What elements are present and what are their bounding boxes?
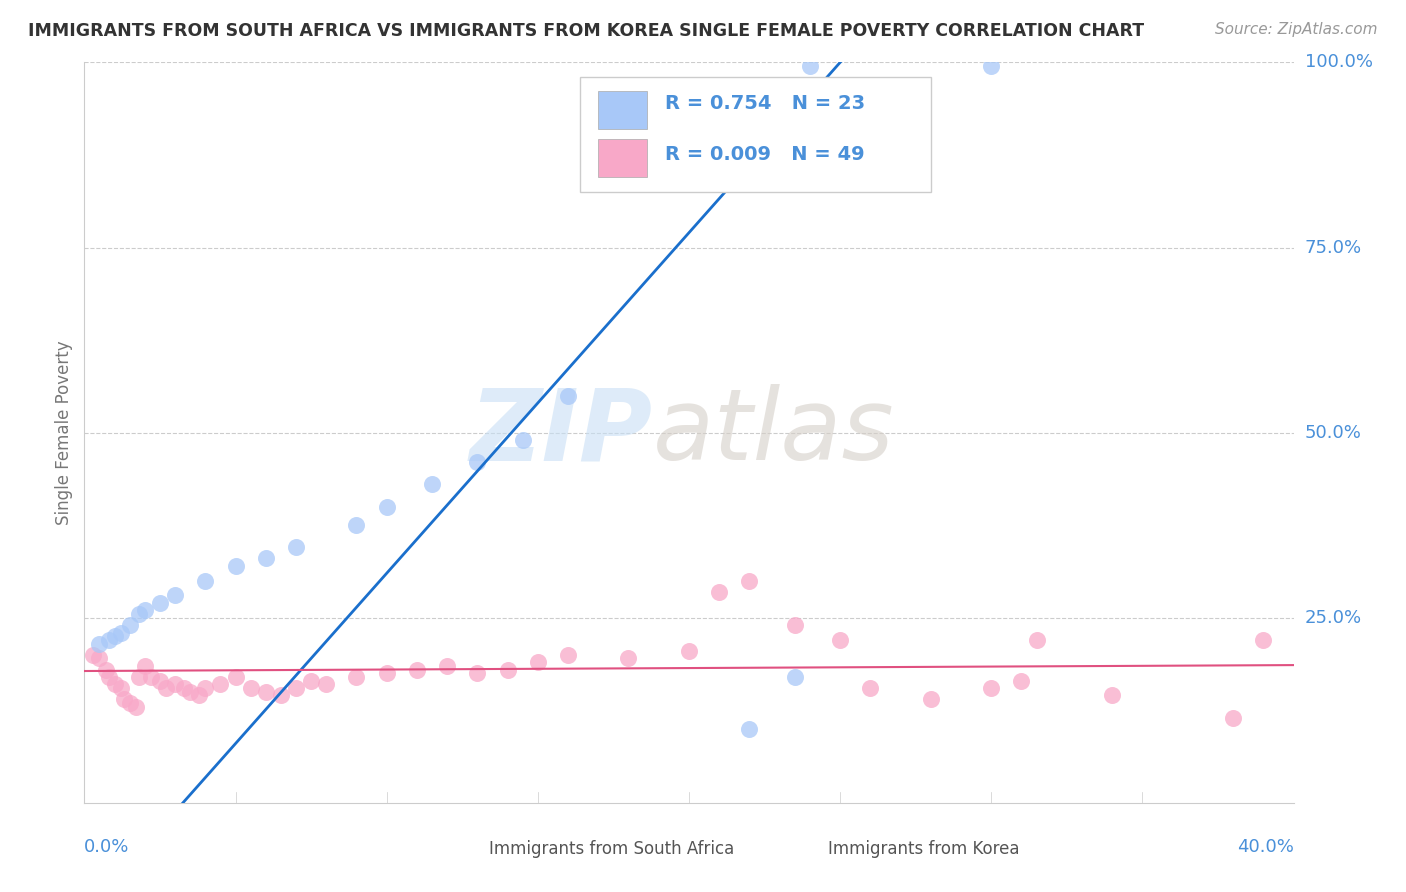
Point bbox=[375, 500, 398, 514]
Point bbox=[128, 670, 150, 684]
Text: 100.0%: 100.0% bbox=[1305, 54, 1372, 71]
Point bbox=[194, 681, 217, 695]
Point bbox=[139, 670, 162, 684]
Point bbox=[194, 574, 217, 588]
Point bbox=[980, 59, 1002, 73]
Point bbox=[128, 607, 150, 621]
Point bbox=[678, 644, 700, 658]
Text: R = 0.754   N = 23: R = 0.754 N = 23 bbox=[665, 94, 865, 112]
Text: ZIP: ZIP bbox=[470, 384, 652, 481]
Point bbox=[527, 655, 550, 669]
Point bbox=[225, 670, 247, 684]
Point bbox=[110, 681, 132, 695]
Point bbox=[1253, 632, 1275, 647]
Point bbox=[254, 685, 277, 699]
Point bbox=[299, 673, 322, 688]
Point bbox=[557, 388, 579, 402]
Point bbox=[125, 699, 148, 714]
Point bbox=[436, 658, 458, 673]
Point bbox=[1222, 711, 1244, 725]
Point bbox=[89, 651, 111, 665]
Point bbox=[104, 629, 127, 643]
Point bbox=[239, 681, 262, 695]
FancyBboxPatch shape bbox=[786, 838, 815, 860]
Point bbox=[225, 558, 247, 573]
FancyBboxPatch shape bbox=[599, 138, 647, 178]
Point bbox=[980, 681, 1002, 695]
Point bbox=[110, 625, 132, 640]
Point bbox=[1025, 632, 1047, 647]
Point bbox=[617, 651, 640, 665]
Point bbox=[179, 685, 201, 699]
Point bbox=[346, 670, 368, 684]
Text: 75.0%: 75.0% bbox=[1305, 238, 1362, 257]
Point bbox=[783, 618, 806, 632]
Point bbox=[375, 666, 398, 681]
Text: atlas: atlas bbox=[652, 384, 894, 481]
Point bbox=[1101, 689, 1123, 703]
Y-axis label: Single Female Poverty: Single Female Poverty bbox=[55, 341, 73, 524]
Point bbox=[496, 663, 519, 677]
Point bbox=[1011, 673, 1033, 688]
Text: 25.0%: 25.0% bbox=[1305, 608, 1362, 627]
Point bbox=[134, 658, 156, 673]
Point bbox=[709, 584, 731, 599]
Point bbox=[209, 677, 232, 691]
Point bbox=[920, 692, 942, 706]
Text: 50.0%: 50.0% bbox=[1305, 424, 1361, 442]
Point bbox=[254, 551, 277, 566]
Point bbox=[467, 455, 489, 469]
Point bbox=[270, 689, 292, 703]
FancyBboxPatch shape bbox=[581, 78, 931, 192]
Point bbox=[557, 648, 579, 662]
Point bbox=[118, 618, 141, 632]
Point bbox=[315, 677, 337, 691]
Text: IMMIGRANTS FROM SOUTH AFRICA VS IMMIGRANTS FROM KOREA SINGLE FEMALE POVERTY CORR: IMMIGRANTS FROM SOUTH AFRICA VS IMMIGRAN… bbox=[28, 22, 1144, 40]
Point bbox=[173, 681, 195, 695]
Point bbox=[118, 696, 141, 710]
Point bbox=[89, 637, 111, 651]
Text: 0.0%: 0.0% bbox=[84, 838, 129, 855]
Point bbox=[94, 663, 117, 677]
Point bbox=[830, 632, 852, 647]
Point bbox=[285, 541, 308, 555]
Point bbox=[467, 666, 489, 681]
Point bbox=[783, 670, 806, 684]
Point bbox=[149, 673, 172, 688]
Point bbox=[512, 433, 534, 447]
FancyBboxPatch shape bbox=[447, 838, 478, 860]
Point bbox=[155, 681, 177, 695]
Text: Immigrants from South Africa: Immigrants from South Africa bbox=[489, 839, 735, 858]
Point bbox=[859, 681, 882, 695]
FancyBboxPatch shape bbox=[599, 91, 647, 129]
Point bbox=[112, 692, 135, 706]
Point bbox=[149, 596, 172, 610]
Point bbox=[97, 670, 120, 684]
Point bbox=[134, 603, 156, 617]
Point bbox=[738, 574, 761, 588]
Point bbox=[420, 477, 443, 491]
Text: R = 0.009   N = 49: R = 0.009 N = 49 bbox=[665, 145, 865, 164]
Text: Immigrants from Korea: Immigrants from Korea bbox=[828, 839, 1019, 858]
Point bbox=[188, 689, 211, 703]
Point bbox=[82, 648, 104, 662]
Point bbox=[97, 632, 120, 647]
Text: 40.0%: 40.0% bbox=[1237, 838, 1294, 855]
Point bbox=[406, 663, 429, 677]
Point bbox=[346, 518, 368, 533]
Point bbox=[165, 677, 187, 691]
Point bbox=[165, 589, 187, 603]
Point bbox=[285, 681, 308, 695]
Point bbox=[799, 59, 821, 73]
Point bbox=[738, 722, 761, 736]
Point bbox=[104, 677, 127, 691]
Text: Source: ZipAtlas.com: Source: ZipAtlas.com bbox=[1215, 22, 1378, 37]
